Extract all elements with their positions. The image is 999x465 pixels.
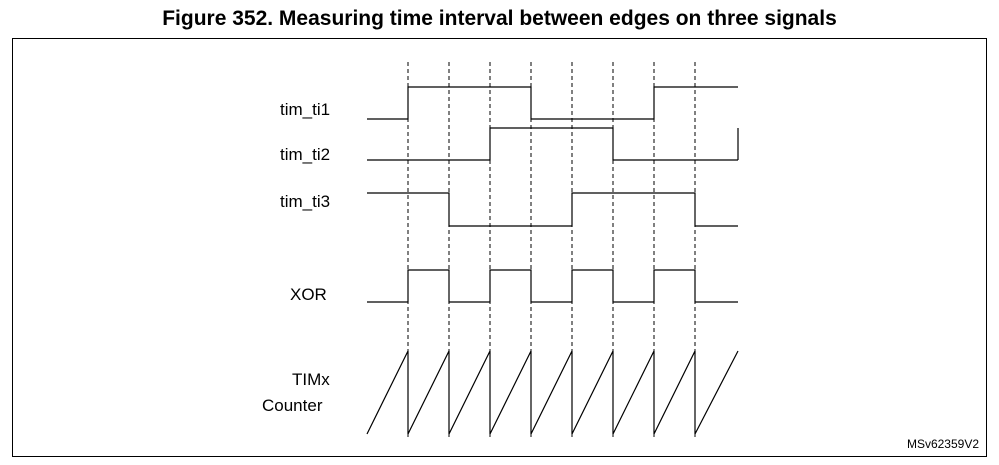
waveform-tim-ti3 xyxy=(367,192,738,227)
reference-code: MSv62359V2 xyxy=(906,437,979,451)
counter-sawtooth xyxy=(366,350,739,435)
waveforms xyxy=(367,86,739,303)
label-counter-line1: TIMx xyxy=(292,370,330,389)
counter-ramp-path xyxy=(366,350,739,435)
label-tim-ti1: tim_ti1 xyxy=(280,100,331,119)
figure-title: Figure 352. Measuring time interval betw… xyxy=(162,7,837,30)
label-xor: XOR xyxy=(290,285,327,304)
waveform-xor xyxy=(367,269,738,303)
label-tim-ti3: tim_ti3 xyxy=(280,192,331,211)
waveform-tim-ti1 xyxy=(367,86,738,120)
waveform-tim-ti2 xyxy=(367,127,738,161)
label-counter-line2: Counter xyxy=(262,396,323,415)
label-tim-ti2: tim_ti2 xyxy=(280,145,331,164)
diagram-frame xyxy=(12,38,987,457)
